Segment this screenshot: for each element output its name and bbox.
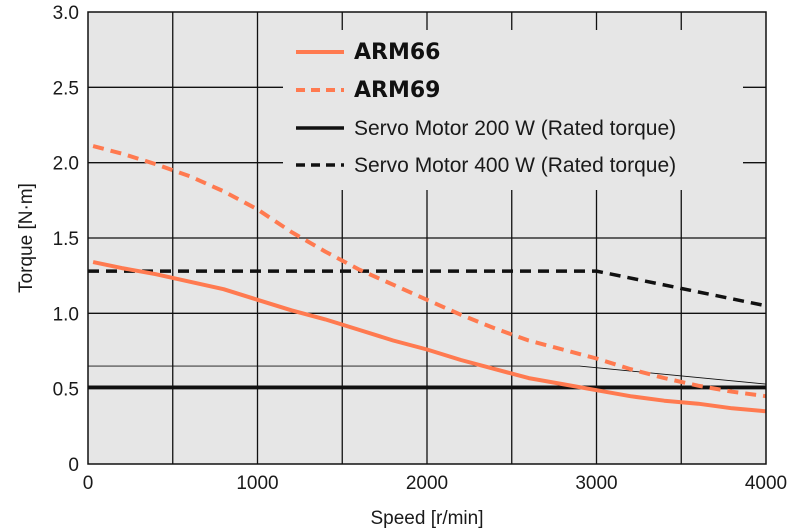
legend-label: ARM69 (354, 78, 440, 103)
x-tick-label: 0 (83, 473, 94, 494)
y-tick-label: 0 (68, 455, 79, 476)
series-layer (88, 144, 767, 414)
legend-background (283, 30, 743, 190)
series-line-arm69 (92, 144, 767, 399)
x-tick-label: 1000 (236, 473, 278, 494)
legend-label: Servo Motor 400 W (Rated torque) (354, 154, 676, 177)
legend-label: Servo Motor 200 W (Rated torque) (354, 117, 676, 140)
y-tick-label: 2.5 (53, 78, 79, 99)
x-tick-label: 4000 (745, 473, 787, 494)
x-axis-label: Speed [r/min] (371, 508, 484, 529)
legend-label: ARM66 (354, 40, 440, 65)
y-tick-label: 3.0 (53, 3, 79, 24)
series-line-arm66 (92, 260, 767, 414)
y-axis-label: Torque [N·m] (16, 183, 37, 293)
reference-line-thin (88, 365, 767, 385)
x-tick-label: 2000 (406, 473, 448, 494)
y-tick-label: 2.0 (53, 154, 79, 175)
legend: ARM66 ARM69 Servo Motor 200 W (Rated torqu… (296, 40, 676, 177)
y-tick-label: 1.0 (53, 304, 79, 325)
y-tick-label: 1.5 (53, 229, 79, 250)
series-line-servo-400w (88, 269, 767, 308)
axis-ticks: 0 1000 2000 3000 4000 0 0.5 1.0 1.5 2.0 2.5 3.0 (53, 3, 788, 494)
plot-frame (87, 11, 767, 465)
y-tick-label: 0.5 (53, 380, 79, 401)
x-tick-label: 3000 (575, 473, 617, 494)
